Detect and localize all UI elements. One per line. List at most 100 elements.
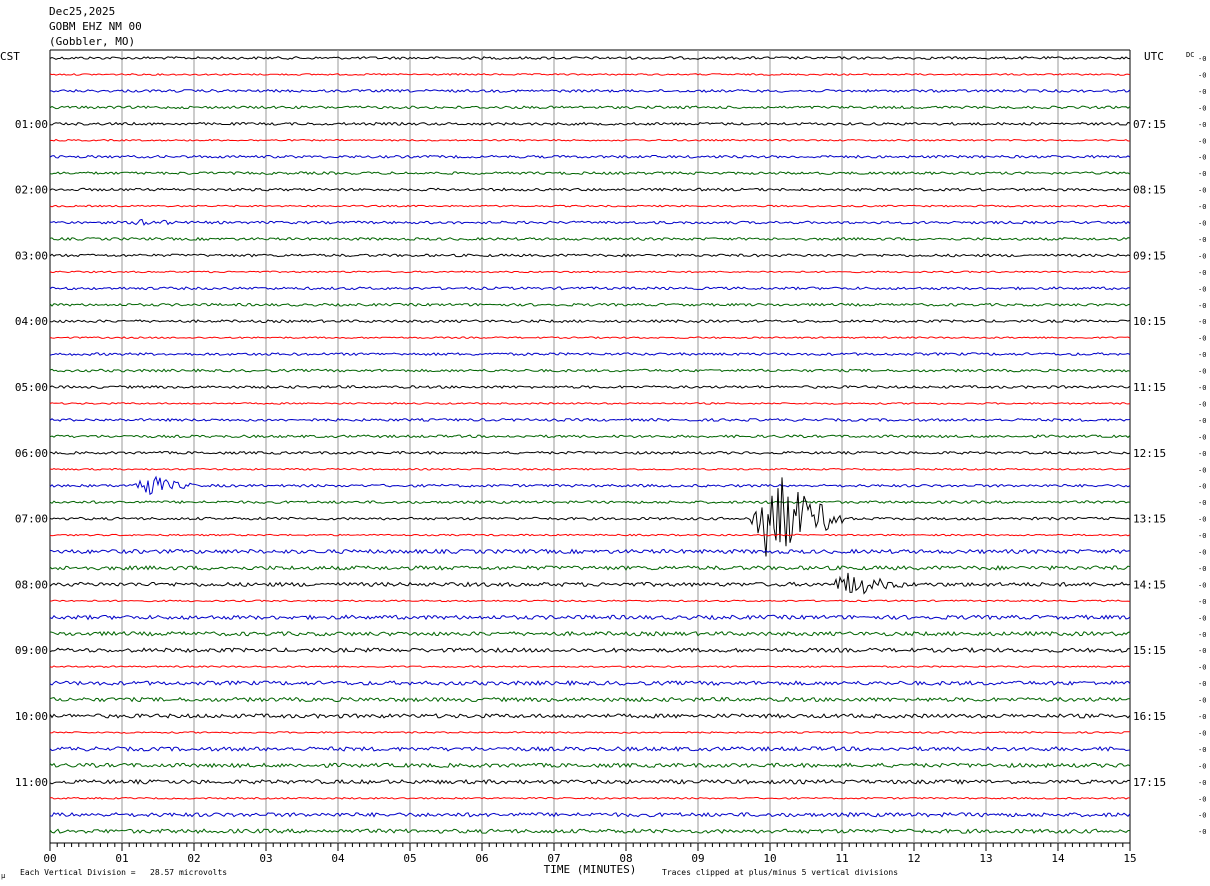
trace-offset-label: -0 [1198, 220, 1206, 228]
trace-line [49, 352, 1131, 357]
x-tick-label: 14 [1051, 852, 1065, 865]
trace-line [49, 762, 1131, 769]
x-tick-label: 02 [187, 852, 200, 865]
trace-offset-label: -0 [1198, 121, 1206, 129]
trace-line [49, 270, 1131, 274]
trace-line [49, 187, 1131, 192]
trace-offset-label: -0 [1198, 532, 1206, 540]
x-tick-label: 08 [619, 852, 632, 865]
trace-line [49, 614, 1131, 621]
trace-line [49, 665, 1131, 669]
trace-offset-label: -0 [1198, 516, 1206, 524]
trace-line [49, 253, 1131, 258]
header-station: GOBM EHZ NM 00 [49, 20, 142, 33]
trace-line [49, 402, 1131, 405]
trace-line [49, 417, 1131, 422]
left-hour-label: 01:00 [15, 118, 48, 131]
header-location: (Gobbler, MO) [49, 35, 136, 48]
trace-line [49, 88, 1131, 93]
trace-offset-label: -0 [1198, 614, 1206, 622]
trace-line [49, 434, 1131, 439]
left-hour-label: 06:00 [15, 447, 48, 460]
trace-offset-label: -0 [1198, 269, 1206, 277]
trace-line [49, 731, 1130, 734]
trace-line [49, 105, 1131, 110]
trace-offset-label: -0 [1198, 187, 1206, 195]
header-date: Dec25,2025 [49, 5, 116, 18]
trace-offset-label: -0 [1198, 88, 1206, 96]
trace-offset-label: -0 [1198, 236, 1206, 244]
right-hour-label: 08:15 [1133, 184, 1166, 197]
trace-offset-label: -0 [1198, 170, 1206, 178]
trace-offset-label: -0 [1198, 384, 1206, 392]
trace-offset-label: -0 [1198, 729, 1206, 737]
trace-line [49, 599, 1131, 603]
trace-line [49, 336, 1131, 340]
trace-offset-label: -0 [1198, 647, 1206, 655]
trace-offset-label: -0 [1198, 400, 1206, 408]
scale-note: Each Vertical Division = 28.57 microvolt… [20, 868, 227, 877]
right-hour-label: 09:15 [1133, 249, 1166, 262]
trace-line [49, 745, 1131, 752]
left-hour-label: 10:00 [15, 710, 48, 723]
x-tick-label: 15 [1123, 852, 1136, 865]
trace-line [49, 572, 1131, 595]
trace-line [49, 778, 1131, 785]
trace-line [49, 384, 1131, 390]
trace-offset-label: -0 [1198, 417, 1206, 425]
trace-offset-label: -0 [1198, 812, 1206, 820]
left-hour-label: 11:00 [15, 776, 48, 789]
trace-line [49, 475, 1131, 496]
trace-offset-label: -0 [1198, 549, 1206, 557]
right-hour-label: 15:15 [1133, 644, 1166, 657]
x-tick-label: 12 [907, 852, 920, 865]
right-hour-label: 10:15 [1133, 315, 1166, 328]
trace-offset-label: -0 [1198, 55, 1206, 63]
corner-mark: μ [1, 872, 6, 880]
left-hour-label: 03:00 [15, 249, 48, 262]
trace-offset-label: -0 [1198, 351, 1206, 359]
trace-line [49, 121, 1131, 126]
trace-line [49, 680, 1131, 687]
trace-line [49, 630, 1131, 637]
x-axis-title: TIME (MINUTES) [544, 863, 637, 876]
x-tick-label: 05 [403, 852, 416, 865]
trace-offset-label: -0 [1198, 368, 1206, 376]
x-tick-label: 11 [835, 852, 848, 865]
trace-line [49, 204, 1130, 208]
trace-offset-label: -0 [1198, 697, 1206, 705]
x-tick-label: 09 [691, 852, 704, 865]
trace-offset-label: -0 [1198, 499, 1206, 507]
trace-line [49, 713, 1131, 719]
trace-offset-label: -0 [1198, 664, 1206, 672]
trace-offset-label: -0 [1198, 154, 1206, 162]
trace-line [49, 171, 1131, 176]
trace-offset-label: -0 [1198, 104, 1206, 112]
trace-offset-label: -0 [1198, 318, 1206, 326]
right-hour-label: 16:15 [1133, 710, 1166, 723]
trace-offset-label: -0 [1198, 71, 1206, 79]
trace-line [49, 319, 1131, 324]
left-timezone-label: CST [0, 50, 20, 63]
trace-offset-label: -0 [1198, 581, 1206, 589]
trace-offset-label: -0 [1198, 762, 1206, 770]
trace-line [49, 796, 1130, 800]
trace-offset-label: -0 [1198, 285, 1206, 293]
trace-offset-label: -0 [1198, 713, 1206, 721]
trace-line [49, 533, 1131, 537]
x-tick-label: 06 [475, 852, 488, 865]
trace-line [49, 286, 1131, 291]
dc-label: DC [1186, 51, 1194, 59]
trace-offset-label: -0 [1198, 302, 1206, 310]
trace-line [49, 56, 1131, 60]
trace-offset-label: -0 [1198, 483, 1206, 491]
x-tick-label: 01 [115, 852, 128, 865]
seismic-traces [49, 56, 1131, 834]
trace-offset-label: -0 [1198, 433, 1206, 441]
left-hour-label: 02:00 [15, 184, 48, 197]
trace-line [49, 302, 1131, 307]
right-hour-label: 17:15 [1133, 776, 1166, 789]
trace-offset-label: -0 [1198, 450, 1206, 458]
trace-line [49, 565, 1131, 571]
trace-offset-label: -0 [1198, 137, 1206, 145]
